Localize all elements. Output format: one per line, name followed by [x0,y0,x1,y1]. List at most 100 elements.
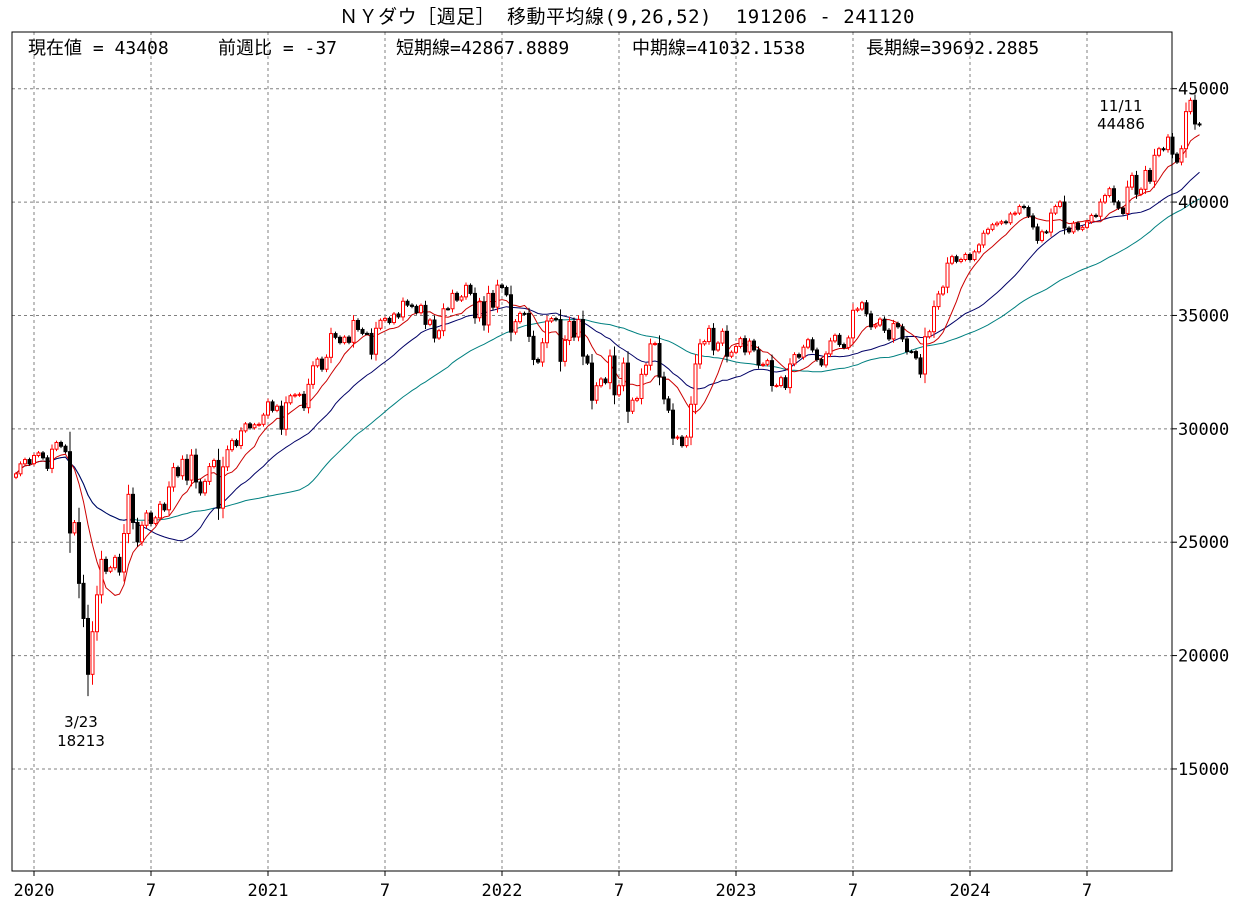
candle [396,312,401,319]
x-tick-label: 2020 [14,881,55,901]
candle-body [819,359,824,366]
candle [428,318,432,327]
candle-body [797,354,801,358]
candle-body [108,567,113,572]
candle [1134,170,1139,199]
candle-body [495,284,500,308]
candle-body [860,302,864,310]
y-axis-ticks: 15000 20000 25000 30000 35000 40000 45000 [1172,80,1229,780]
candle-body [770,360,774,387]
candle-body [378,319,383,329]
candle [648,338,653,371]
candle [1040,229,1044,243]
candle [108,565,113,574]
candle-body [612,355,617,396]
candle-body [1148,169,1152,182]
candle-body [1094,214,1098,217]
long-ma-text: 長期線=39692.2885 [866,38,1039,59]
candle-body [1188,99,1193,113]
candle [482,296,486,331]
candle [446,306,450,311]
candle-body [990,224,995,230]
candle-body [14,473,18,478]
candle-body [558,319,563,362]
candle [792,352,797,367]
candle [450,289,455,313]
candle [284,396,288,436]
candle [1143,165,1148,194]
candle-body [666,398,671,411]
candle [671,403,675,445]
candle-body [1107,188,1112,197]
candle-body [329,333,333,358]
candle [252,422,257,430]
candle-body [459,296,464,301]
candle-body [711,327,716,351]
candle-body [401,300,405,318]
candle [68,431,72,553]
candle-body [837,334,842,346]
candle [266,398,270,419]
candle [131,487,135,530]
candle [734,344,738,355]
candle [162,502,167,512]
candle-body [72,522,77,534]
candle [410,303,414,309]
x-tick-label: 2021 [248,881,289,901]
candle [176,465,180,478]
x-tick-label: 7 [1082,881,1092,901]
candle [1116,200,1121,210]
x-tick-label: 2024 [950,881,991,901]
candle [756,346,761,369]
candle-body [995,222,999,226]
candle [167,481,171,516]
x-tick-label: 7 [848,881,858,901]
candle [414,304,419,315]
candle-body [23,459,27,465]
candle [536,357,540,364]
candle-body [914,351,918,359]
candle [230,438,234,452]
candle-body [851,309,855,339]
candle-body [104,558,108,572]
candle [1049,208,1053,237]
candle-body [576,319,581,338]
candle-body [203,480,207,494]
candle-body [419,304,423,314]
candle [500,283,504,290]
candle-body [531,335,536,360]
candle [360,327,365,336]
candle-body [774,385,779,388]
candle [1157,146,1161,158]
candle-body [1071,222,1076,233]
candle-body [122,533,126,573]
candle-body [626,362,630,412]
candle-body [945,262,950,288]
candle [104,556,108,575]
candle-body [243,423,248,432]
candle [495,279,500,313]
current-value-text: 現在値 = 43408 [28,38,169,59]
candle [324,354,329,373]
candle [869,310,873,330]
candle-body [1040,231,1044,241]
candle-body [833,334,837,342]
candle [828,337,833,358]
candle-body [959,259,963,262]
candle [1085,220,1089,230]
candle-body [972,251,977,261]
candle-body [342,336,347,344]
candle-body [621,362,626,387]
candle [918,353,923,378]
candle-body [792,354,797,365]
candle-body [1017,205,1022,214]
candle [509,285,513,342]
candle [968,252,972,262]
candle-body [846,337,851,348]
candle [950,254,954,266]
candle-body [635,397,639,401]
candle [1058,200,1062,209]
candle [248,421,252,430]
candle-body [684,436,689,447]
candle-body [698,343,702,365]
